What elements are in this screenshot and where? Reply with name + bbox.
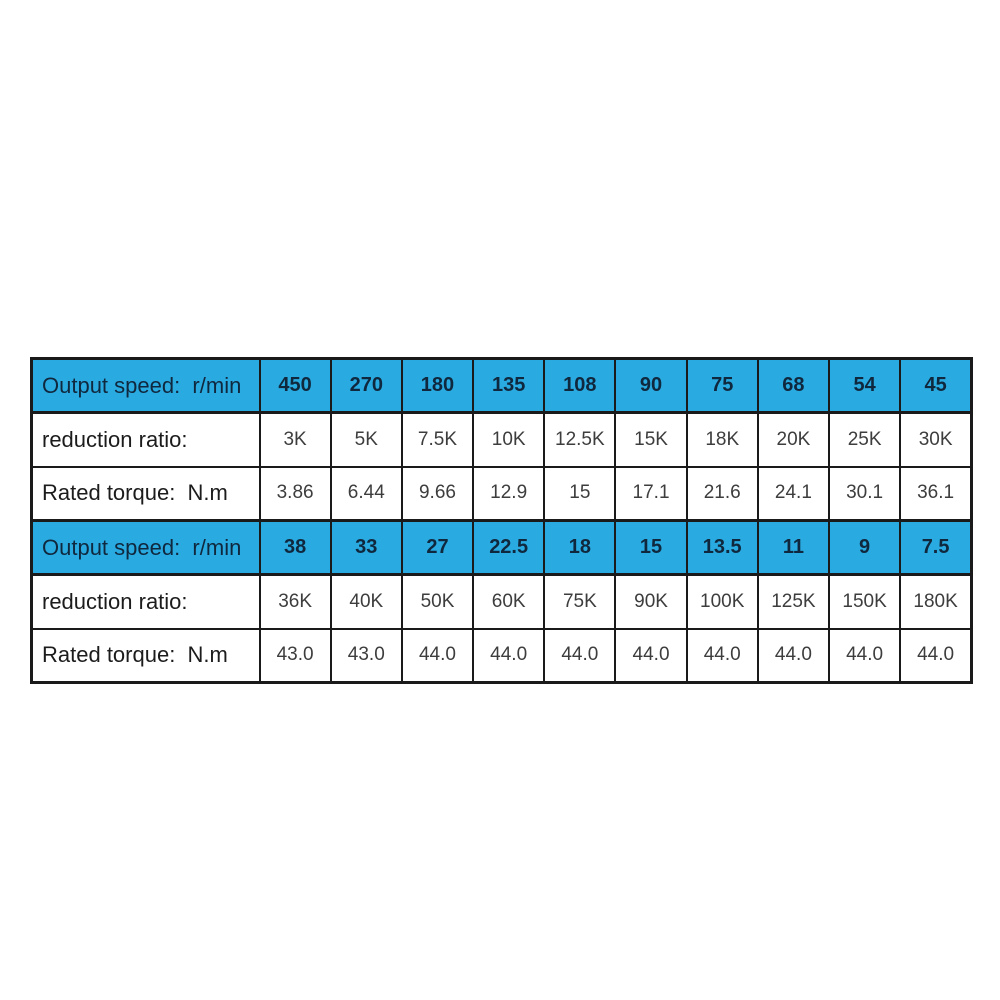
value-cell: 75	[685, 357, 759, 414]
value-cell: 18	[543, 519, 617, 576]
value-cell: 6.44	[329, 465, 403, 522]
value-cell: 36K	[258, 573, 332, 630]
value-cell: 60K	[472, 573, 546, 630]
row-label: reduction ratio:	[30, 573, 261, 630]
value-cell: 11	[756, 519, 831, 576]
value-cell: 21.6	[685, 465, 759, 522]
value-cell: 9.66	[400, 465, 475, 522]
value-cell: 44.0	[543, 627, 617, 684]
value-cell: 20K	[756, 411, 831, 468]
row-label: Rated torque: N.m	[30, 627, 261, 684]
value-cell: 270	[329, 357, 403, 414]
value-cell: 44.0	[400, 627, 475, 684]
value-cell: 12.5K	[543, 411, 617, 468]
value-cell: 25K	[827, 411, 902, 468]
value-cell: 9	[827, 519, 902, 576]
table-row: Rated torque: N.m 43.0 43.0 44.0 44.0 44.0 44.…	[30, 627, 973, 684]
value-cell: 15	[614, 519, 688, 576]
value-cell: 7.5K	[400, 411, 475, 468]
row-label: Output speed: r/min	[30, 519, 261, 576]
value-cell: 68	[756, 357, 831, 414]
value-cell: 450	[258, 357, 332, 414]
value-cell: 33	[329, 519, 403, 576]
value-cell: 10K	[472, 411, 546, 468]
value-cell: 43.0	[258, 627, 332, 684]
value-cell: 125K	[756, 573, 831, 630]
value-cell: 45	[899, 357, 973, 414]
value-cell: 180K	[899, 573, 973, 630]
value-cell: 3.86	[258, 465, 332, 522]
speed-header-row: Output speed: r/min 38 33 27 22.5 18 15 13.5 11 9…	[30, 519, 973, 576]
value-cell: 44.0	[685, 627, 759, 684]
row-label: reduction ratio:	[30, 411, 261, 468]
value-cell: 38	[258, 519, 332, 576]
value-cell: 5K	[329, 411, 403, 468]
table-row: reduction ratio: 3K 5K 7.5K 10K 12.5K 15K 18K 20…	[30, 411, 973, 468]
table-row: reduction ratio: 36K 40K 50K 60K 75K 90K 100K 12…	[30, 573, 973, 630]
value-cell: 54	[827, 357, 902, 414]
value-cell: 100K	[685, 573, 759, 630]
value-cell: 50K	[400, 573, 475, 630]
value-cell: 13.5	[685, 519, 759, 576]
value-cell: 150K	[827, 573, 902, 630]
value-cell: 24.1	[756, 465, 831, 522]
value-cell: 30.1	[827, 465, 902, 522]
table-row: Rated torque: N.m 3.86 6.44 9.66 12.9 15 17.1 2…	[30, 465, 973, 522]
value-cell: 44.0	[756, 627, 831, 684]
spec-table-body: Output speed: r/min 450 270 180 135 108 90 75 68…	[30, 357, 973, 684]
value-cell: 90	[614, 357, 688, 414]
value-cell: 7.5	[899, 519, 973, 576]
motor-spec-table: Output speed: r/min 450 270 180 135 108 90 75 68…	[30, 357, 973, 684]
value-cell: 22.5	[472, 519, 546, 576]
value-cell: 135	[472, 357, 546, 414]
row-label: Output speed: r/min	[30, 357, 261, 414]
value-cell: 43.0	[329, 627, 403, 684]
value-cell: 75K	[543, 573, 617, 630]
value-cell: 15K	[614, 411, 688, 468]
row-label: Rated torque: N.m	[30, 465, 261, 522]
value-cell: 40K	[329, 573, 403, 630]
value-cell: 15	[543, 465, 617, 522]
value-cell: 44.0	[614, 627, 688, 684]
value-cell: 44.0	[899, 627, 973, 684]
value-cell: 30K	[899, 411, 973, 468]
value-cell: 180	[400, 357, 475, 414]
value-cell: 18K	[685, 411, 759, 468]
value-cell: 36.1	[899, 465, 973, 522]
value-cell: 3K	[258, 411, 332, 468]
value-cell: 44.0	[827, 627, 902, 684]
value-cell: 17.1	[614, 465, 688, 522]
value-cell: 44.0	[472, 627, 546, 684]
value-cell: 12.9	[472, 465, 546, 522]
speed-header-row: Output speed: r/min 450 270 180 135 108 90 75 68…	[30, 357, 973, 414]
value-cell: 108	[543, 357, 617, 414]
value-cell: 90K	[614, 573, 688, 630]
value-cell: 27	[400, 519, 475, 576]
